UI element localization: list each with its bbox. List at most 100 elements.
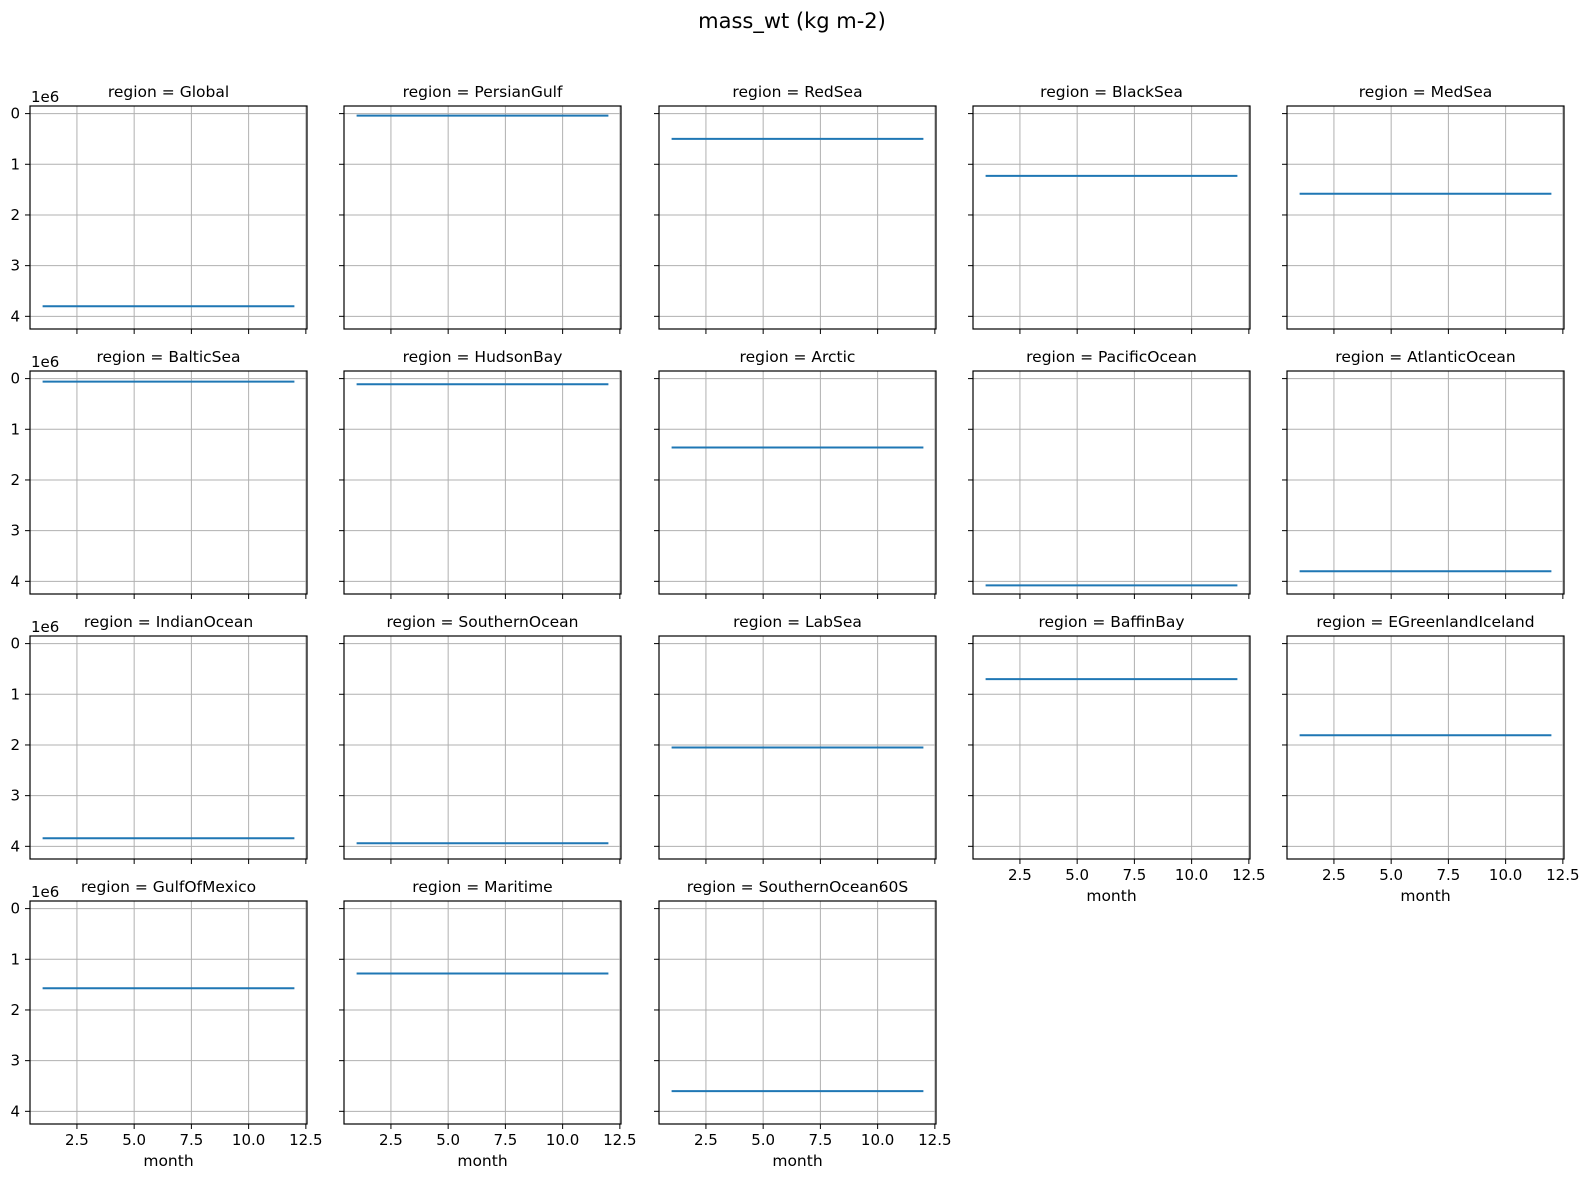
- panel-title: region = BlackSea: [1040, 83, 1183, 101]
- y-tick-label: 4: [10, 837, 20, 855]
- y-tick-label: 4: [10, 307, 20, 325]
- y-tick-label: 2: [10, 206, 20, 224]
- x-axis-label: month: [772, 1152, 822, 1170]
- y-tick-label: 3: [10, 257, 20, 275]
- x-axis-label: month: [1400, 887, 1450, 905]
- x-tick-label: 2.5: [694, 1131, 718, 1149]
- x-axis-label: month: [143, 1152, 193, 1170]
- panel-frame: [972, 370, 1251, 595]
- x-tick-label: 5.0: [122, 1131, 146, 1149]
- panel-title: region = HudsonBay: [403, 348, 563, 366]
- y-tick-label: 4: [10, 1102, 20, 1120]
- x-tick-label: 10.0: [861, 1131, 894, 1149]
- x-tick-label: 12.5: [603, 1131, 636, 1149]
- x-tick-label: 5.0: [751, 1131, 775, 1149]
- y-tick-label: 3: [10, 522, 20, 540]
- figure-title: mass_wt (kg m-2): [698, 9, 886, 34]
- x-axis-label: month: [457, 1152, 507, 1170]
- panel: region = PersianGulf: [339, 83, 622, 334]
- panel-frame: [343, 370, 622, 595]
- panel: region = AtlanticOcean: [1282, 348, 1565, 599]
- panel: region = LabSea: [654, 613, 937, 864]
- y-tick-label: 0: [10, 900, 20, 918]
- y-tick-label: 1: [10, 155, 20, 173]
- panel-frame: [29, 370, 308, 595]
- y-tick-label: 3: [10, 1052, 20, 1070]
- panel-frame: [343, 105, 622, 330]
- panel-title: region = Arctic: [740, 348, 856, 366]
- y-tick-label: 0: [10, 635, 20, 653]
- y-tick-label: 1: [10, 685, 20, 703]
- x-tick-label: 12.5: [1546, 866, 1579, 884]
- x-tick-label: 7.5: [179, 1131, 203, 1149]
- y-tick-label: 3: [10, 787, 20, 805]
- y-tick-label: 2: [10, 471, 20, 489]
- panel: region = BaffinBay 2.5 5.0 7.5 10.0 12.5 month: [968, 613, 1266, 905]
- panel: region = PacificOcean: [968, 348, 1251, 599]
- panel: region = Arctic: [654, 348, 937, 599]
- panel-frame: [658, 635, 937, 860]
- x-tick-label: 5.0: [1065, 866, 1089, 884]
- panel-frame: [1286, 635, 1565, 860]
- x-tick-label: 12.5: [289, 1131, 322, 1149]
- x-tick-label: 5.0: [1379, 866, 1403, 884]
- y-offset-label: 1e6: [31, 883, 59, 901]
- panel-frame: [658, 105, 937, 330]
- panel: region = RedSea: [654, 83, 937, 334]
- panel-title: region = RedSea: [732, 83, 862, 101]
- panel: region = SouthernOcean: [339, 613, 622, 864]
- x-tick-label: 12.5: [918, 1131, 951, 1149]
- y-offset-label: 1e6: [31, 88, 59, 106]
- x-tick-label: 2.5: [379, 1131, 403, 1149]
- x-tick-label: 7.5: [493, 1131, 517, 1149]
- panels-grid: region = Global 0 1 2 3 4 1e6 region = PersianG…: [10, 83, 1579, 1170]
- panel-frame: [658, 900, 937, 1125]
- panel: region = IndianOcean 0 1 2 3 4 1e6: [10, 613, 308, 864]
- panel-title: region = IndianOcean: [84, 613, 253, 631]
- panel-frame: [658, 370, 937, 595]
- panel-frame: [1286, 105, 1565, 330]
- panel-title: region = BaffinBay: [1038, 613, 1184, 631]
- y-tick-label: 1: [10, 420, 20, 438]
- panel-title: region = PersianGulf: [403, 83, 563, 101]
- y-offset-label: 1e6: [31, 618, 59, 636]
- panel-title: region = SouthernOcean: [387, 613, 579, 631]
- panel: region = GulfOfMexico 0 1 2 3 4 1e6 2.5 5.0 7.5 10…: [10, 878, 322, 1170]
- x-tick-label: 7.5: [1122, 866, 1146, 884]
- y-tick-label: 0: [10, 105, 20, 123]
- panel-frame: [29, 635, 308, 860]
- x-tick-label: 2.5: [1008, 866, 1032, 884]
- panel-title: region = BalticSea: [96, 348, 240, 366]
- x-tick-label: 10.0: [546, 1131, 579, 1149]
- panel-title: region = SouthernOcean60S: [687, 878, 909, 896]
- x-tick-label: 10.0: [1489, 866, 1522, 884]
- panel-frame: [29, 900, 308, 1125]
- x-tick-label: 2.5: [65, 1131, 89, 1149]
- panel: region = MedSea: [1282, 83, 1565, 334]
- panel-title: region = MedSea: [1359, 83, 1492, 101]
- y-tick-label: 2: [10, 1001, 20, 1019]
- y-tick-label: 1: [10, 950, 20, 968]
- x-tick-label: 12.5: [1232, 866, 1265, 884]
- x-tick-label: 7.5: [1436, 866, 1460, 884]
- panel-frame: [972, 635, 1251, 860]
- y-offset-label: 1e6: [31, 353, 59, 371]
- panel-frame: [343, 635, 622, 860]
- panel-frame: [343, 900, 622, 1125]
- y-tick-label: 0: [10, 370, 20, 388]
- panel-frame: [1286, 370, 1565, 595]
- x-axis-label: month: [1086, 887, 1136, 905]
- panel: region = HudsonBay: [339, 348, 622, 599]
- panel-title: region = GulfOfMexico: [81, 878, 256, 896]
- x-tick-label: 5.0: [436, 1131, 460, 1149]
- x-tick-label: 7.5: [808, 1131, 832, 1149]
- x-tick-label: 2.5: [1322, 866, 1346, 884]
- x-tick-label: 10.0: [1175, 866, 1208, 884]
- panel-title: region = EGreenlandIceland: [1316, 613, 1534, 631]
- x-tick-label: 10.0: [232, 1131, 265, 1149]
- panel: region = EGreenlandIceland 2.5 5.0 7.5 10.0 1…: [1282, 613, 1580, 905]
- panel-frame: [972, 105, 1251, 330]
- panel-title: region = Global: [108, 83, 229, 101]
- panel: region = BalticSea 0 1 2 3 4 1e6: [10, 348, 308, 599]
